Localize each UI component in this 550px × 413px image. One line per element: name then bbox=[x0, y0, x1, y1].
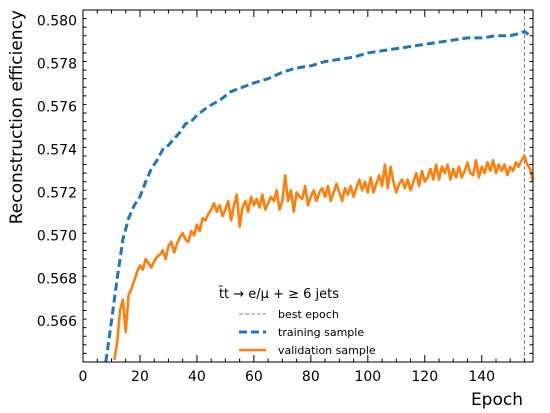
legend-best-epoch-label: best epoch bbox=[278, 308, 339, 321]
y-tick-label: 0.578 bbox=[37, 57, 77, 73]
legend-training-label: training sample bbox=[278, 326, 364, 339]
y-tick-label: 0.574 bbox=[37, 143, 77, 159]
legend-title: t̄t → e/μ + ≥ 6 jets bbox=[218, 287, 339, 302]
legend-validation-label: validation sample bbox=[278, 344, 376, 357]
series-layer bbox=[104, 10, 533, 362]
validation-series-line bbox=[113, 154, 533, 361]
axes-layer: 0 20 40 60 80 100 120 140 0.566 0.568 0.570 0.572 0.… bbox=[7, 9, 534, 410]
x-tick-label: 80 bbox=[302, 369, 320, 385]
y-axis-title: Reconstruction efficiency bbox=[7, 10, 27, 224]
y-tick-label: 0.570 bbox=[37, 228, 77, 244]
x-tick-label: 40 bbox=[188, 369, 206, 385]
x-tick-label: 140 bbox=[468, 369, 495, 385]
plot-frame bbox=[82, 9, 534, 363]
x-tick-label: 120 bbox=[411, 369, 438, 385]
x-tick-label: 100 bbox=[354, 369, 381, 385]
x-tick-label: 0 bbox=[79, 369, 88, 385]
y-tick-label: 0.572 bbox=[37, 185, 77, 201]
x-axis-title: Epoch bbox=[471, 390, 523, 410]
y-tick-label: 0.568 bbox=[37, 271, 77, 287]
x-tick-label: 20 bbox=[131, 369, 149, 385]
legend: t̄t → e/μ + ≥ 6 jets best epoch training s… bbox=[218, 287, 376, 357]
y-tick-label: 0.566 bbox=[37, 314, 77, 330]
training-series-line bbox=[104, 29, 533, 362]
y-tick-label: 0.580 bbox=[37, 14, 77, 30]
y-tick-label: 0.576 bbox=[37, 100, 77, 116]
x-tick-label: 60 bbox=[245, 369, 263, 385]
